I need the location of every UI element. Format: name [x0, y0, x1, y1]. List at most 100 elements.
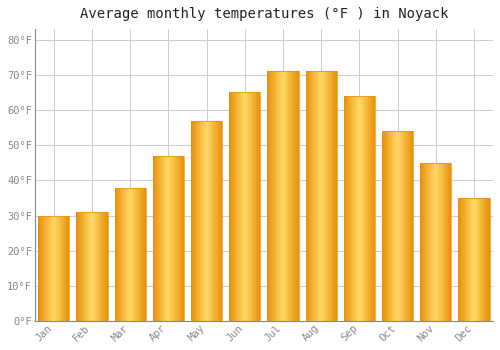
Bar	[177, 156, 178, 321]
Bar	[283, 71, 284, 321]
Bar	[331, 71, 332, 321]
Bar	[166, 156, 167, 321]
Bar	[382, 131, 413, 321]
Bar	[64, 216, 65, 321]
Bar	[485, 198, 486, 321]
Bar	[141, 188, 142, 321]
Bar	[393, 131, 394, 321]
Bar	[247, 92, 248, 321]
Bar	[102, 212, 103, 321]
Bar	[76, 212, 77, 321]
Bar	[254, 92, 255, 321]
Bar	[49, 216, 50, 321]
Bar	[327, 71, 328, 321]
Bar	[275, 71, 276, 321]
Bar	[241, 92, 242, 321]
Bar	[350, 96, 351, 321]
Bar	[271, 71, 272, 321]
Bar	[229, 92, 260, 321]
Bar	[429, 163, 430, 321]
Bar	[134, 188, 135, 321]
Bar	[459, 198, 460, 321]
Bar	[405, 131, 406, 321]
Bar	[90, 212, 91, 321]
Bar	[278, 71, 279, 321]
Bar	[137, 188, 138, 321]
Bar	[119, 188, 120, 321]
Bar	[317, 71, 318, 321]
Bar	[359, 96, 360, 321]
Bar	[397, 131, 398, 321]
Bar	[296, 71, 297, 321]
Bar	[427, 163, 428, 321]
Bar	[80, 212, 81, 321]
Bar	[180, 156, 181, 321]
Bar	[128, 188, 129, 321]
Bar	[443, 163, 444, 321]
Bar	[445, 163, 446, 321]
Bar	[252, 92, 253, 321]
Bar	[253, 92, 254, 321]
Bar	[243, 92, 244, 321]
Bar	[438, 163, 439, 321]
Bar	[282, 71, 283, 321]
Bar	[116, 188, 117, 321]
Bar	[412, 131, 413, 321]
Bar	[123, 188, 124, 321]
Bar	[201, 121, 202, 321]
Bar	[206, 121, 207, 321]
Bar	[138, 188, 139, 321]
Bar	[312, 71, 313, 321]
Bar	[315, 71, 316, 321]
Bar	[178, 156, 179, 321]
Bar	[231, 92, 232, 321]
Bar	[162, 156, 163, 321]
Bar	[65, 216, 66, 321]
Bar	[291, 71, 292, 321]
Bar	[67, 216, 68, 321]
Bar	[42, 216, 43, 321]
Bar	[246, 92, 247, 321]
Bar	[425, 163, 426, 321]
Bar	[313, 71, 314, 321]
Bar	[122, 188, 123, 321]
Bar	[106, 212, 107, 321]
Bar	[248, 92, 249, 321]
Bar	[136, 188, 137, 321]
Bar	[441, 163, 442, 321]
Bar	[328, 71, 329, 321]
Bar	[98, 212, 99, 321]
Bar	[467, 198, 468, 321]
Bar	[433, 163, 434, 321]
Bar	[371, 96, 372, 321]
Bar	[483, 198, 484, 321]
Bar	[411, 131, 412, 321]
Bar	[175, 156, 176, 321]
Bar	[56, 216, 57, 321]
Bar	[181, 156, 182, 321]
Bar	[235, 92, 236, 321]
Bar	[217, 121, 218, 321]
Bar	[47, 216, 48, 321]
Bar	[118, 188, 119, 321]
Bar	[458, 198, 459, 321]
Bar	[171, 156, 172, 321]
Bar	[46, 216, 47, 321]
Bar	[79, 212, 80, 321]
Bar	[392, 131, 393, 321]
Bar	[310, 71, 312, 321]
Bar	[369, 96, 370, 321]
Bar	[420, 163, 452, 321]
Bar	[211, 121, 212, 321]
Bar	[404, 131, 405, 321]
Bar	[276, 71, 277, 321]
Bar	[39, 216, 40, 321]
Bar	[387, 131, 388, 321]
Bar	[179, 156, 180, 321]
Bar	[353, 96, 354, 321]
Bar	[145, 188, 146, 321]
Bar	[152, 156, 184, 321]
Bar	[233, 92, 234, 321]
Bar	[214, 121, 215, 321]
Bar	[234, 92, 235, 321]
